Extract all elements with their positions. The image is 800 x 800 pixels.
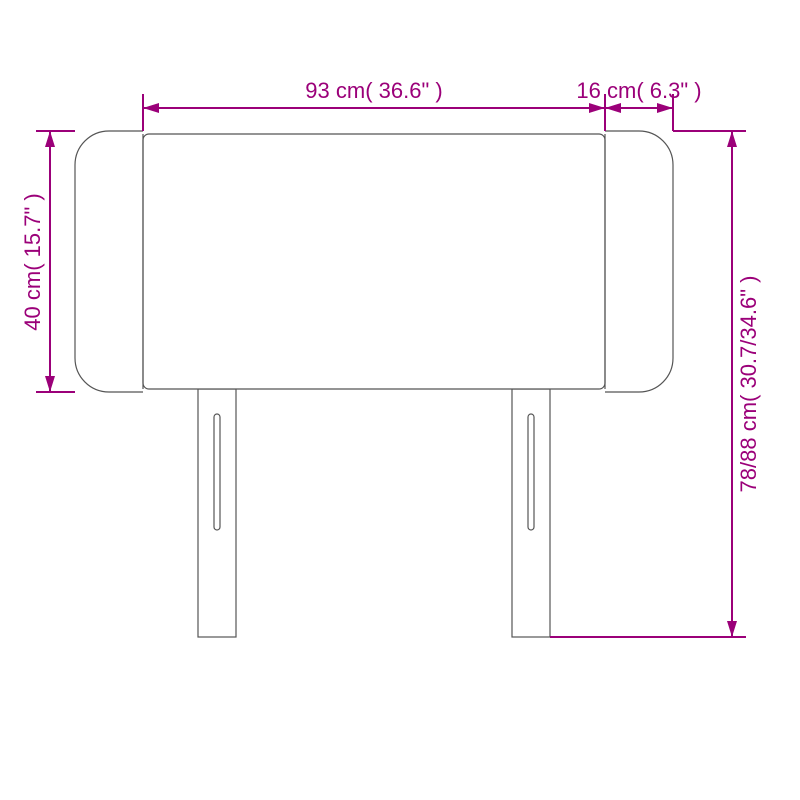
dimension-label-panel_height: 40 cm( 15.7" ) [20, 193, 45, 330]
dimension-label-ear_width: 16 cm( 6.3" ) [576, 78, 701, 103]
dimension-label-total_height: 78/88 cm( 30.7/34.6" ) [736, 276, 761, 493]
center-panel [143, 134, 605, 389]
left-ear [75, 131, 143, 392]
leg-0 [198, 389, 236, 637]
leg-1 [512, 389, 550, 637]
dimension-label-width_main: 93 cm( 36.6" ) [305, 78, 442, 103]
right-ear [605, 131, 673, 392]
